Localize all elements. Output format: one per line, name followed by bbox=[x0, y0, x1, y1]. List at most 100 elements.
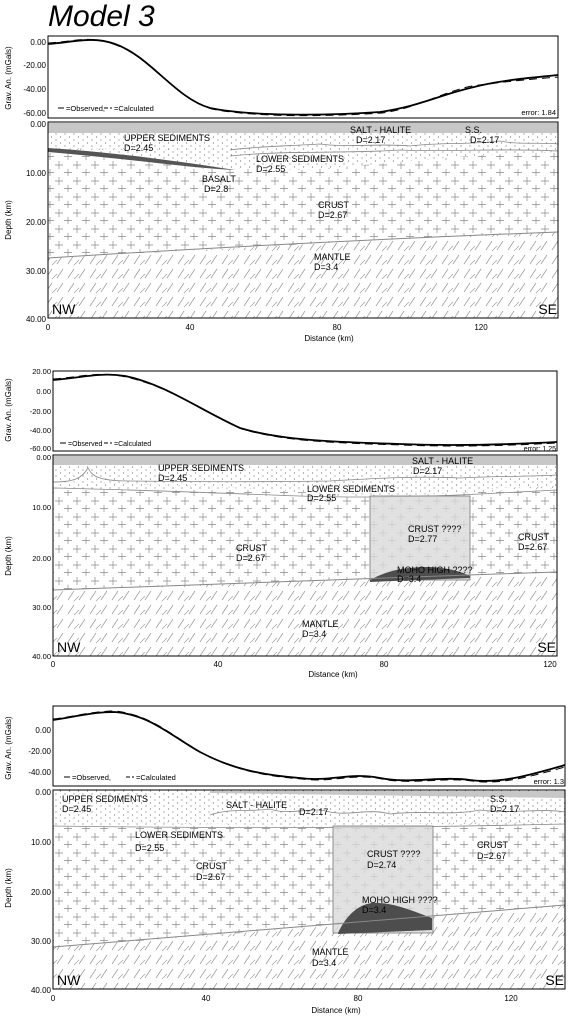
moho-line bbox=[47, 231, 559, 259]
grav-tick: -40.00 bbox=[23, 85, 46, 94]
depth-axis-label: Depth (km) bbox=[4, 200, 13, 240]
lower-sed-line bbox=[229, 149, 559, 157]
label-crust-anomaly-density: D=2.77 bbox=[408, 534, 437, 544]
label-mantle: MANTLE bbox=[312, 947, 349, 957]
label-basalt: BASALT bbox=[202, 174, 236, 184]
observed-curve bbox=[52, 373, 558, 446]
label-mantle-density: D=3.4 bbox=[314, 262, 338, 272]
label-crust-left-density: D=2.67 bbox=[236, 553, 265, 563]
label-crust-anomaly: CRUST ???? bbox=[408, 524, 461, 534]
grav-tick: -20.00 bbox=[23, 61, 46, 70]
depth-tick: 30.00 bbox=[32, 603, 51, 612]
label-crust-anomaly: CRUST ???? bbox=[367, 849, 420, 859]
label-salt: SALT - HALITE bbox=[226, 800, 287, 810]
grav-tick: 0.00 bbox=[35, 726, 51, 735]
depth-tick: 0.00 bbox=[30, 120, 46, 129]
calculated-curve bbox=[47, 38, 559, 117]
label-salt-density: D=2.17 bbox=[356, 135, 385, 145]
observed-curve bbox=[47, 39, 559, 116]
label-crust-left: CRUST bbox=[236, 543, 268, 553]
label-upper-sediments-density: D=2.45 bbox=[158, 473, 187, 483]
label-lower-sediments-density: D=2.55 bbox=[135, 843, 164, 853]
label-mantle: MANTLE bbox=[302, 619, 339, 629]
label-ss-density: D=2.17 bbox=[470, 135, 499, 145]
depth-tick: 20.00 bbox=[26, 218, 47, 227]
error-label: error: 1.84 bbox=[521, 108, 556, 117]
label-salt-density: D=2.17 bbox=[299, 807, 328, 817]
grav-tick: -60.00 bbox=[23, 109, 46, 118]
moho-high-body bbox=[338, 902, 432, 934]
se-label: SE bbox=[545, 972, 564, 988]
crust-anomaly-box bbox=[369, 495, 471, 581]
page-title: Model 3 bbox=[48, 0, 155, 33]
salt-base-line bbox=[52, 467, 558, 483]
error-label: error: 1.3 bbox=[534, 777, 564, 786]
depth-axis-label: Depth (km) bbox=[4, 536, 13, 576]
label-crust-left-density: D=2.67 bbox=[196, 872, 225, 882]
grav-axis-label: Grav. An. (mGals) bbox=[4, 46, 13, 110]
grav-tick: -40.00 bbox=[28, 768, 51, 777]
nw-label: NW bbox=[52, 301, 76, 317]
depth-tick: 40.00 bbox=[31, 986, 52, 995]
depth-axis-label: Depth (km) bbox=[4, 868, 13, 908]
panel-a: 0.00 -20.00 -40.00 -60.00 Grav. An. (mGa… bbox=[4, 35, 559, 343]
label-mantle-density: D=3.4 bbox=[302, 629, 326, 639]
label-lower-sediments-density: D=2.55 bbox=[256, 164, 285, 174]
label-lower-sediments: LOWER SEDIMENTS bbox=[256, 154, 344, 164]
label-moho-high-density: D=3.4 bbox=[362, 905, 386, 915]
label-mantle: MANTLE bbox=[314, 252, 351, 262]
label-moho-high: MOHO HIGH ???? bbox=[397, 565, 473, 575]
grav-tick: -40.00 bbox=[30, 426, 51, 435]
label-moho-high-density: D=3.4 bbox=[397, 574, 421, 584]
label-crust-anomaly-density: D=2.74 bbox=[367, 860, 396, 870]
basalt-body bbox=[48, 148, 235, 170]
observed-curve bbox=[52, 711, 566, 782]
label-lower-sediments-density: D=2.55 bbox=[307, 493, 336, 503]
depth-tick: 0.00 bbox=[36, 453, 51, 462]
distance-tick: 40 bbox=[214, 660, 223, 669]
depth-tick: 10.00 bbox=[31, 838, 52, 847]
legend-calculated: =Calculated bbox=[136, 773, 176, 782]
label-crust-right-density: D=2.67 bbox=[477, 851, 506, 861]
label-crust-right: CRUST bbox=[518, 532, 550, 542]
label-lower-sediments: LOWER SEDIMENTS bbox=[307, 484, 395, 494]
label-salt-density: D=2.17 bbox=[413, 466, 442, 476]
label-lower-sediments: LOWER SEDIMENTS bbox=[135, 830, 223, 840]
depth-tick: 10.00 bbox=[26, 169, 47, 178]
gravity-plot-c: 0.00 -20.00 -40.00 Grav. An. (mGals) =Ob… bbox=[4, 705, 566, 787]
label-salt: SALT - HALITE bbox=[412, 456, 473, 466]
crust-layer bbox=[53, 826, 565, 947]
distance-axis-label: Distance (km) bbox=[308, 670, 358, 679]
legend-observed: =Observed bbox=[68, 441, 103, 448]
upper-sediments-layer bbox=[53, 790, 565, 826]
depth-tick: 30.00 bbox=[26, 267, 47, 276]
grav-axis-label: Grav. An. (mGals) bbox=[4, 378, 13, 442]
grav-tick: 0.00 bbox=[30, 38, 46, 47]
lower-sediments-layer bbox=[53, 820, 565, 827]
calculated-curve bbox=[52, 710, 566, 783]
grav-tick: 0.00 bbox=[36, 387, 51, 396]
label-ss: S.S. bbox=[465, 125, 482, 135]
grav-tick: -20.00 bbox=[28, 747, 51, 756]
depth-tick: 10.00 bbox=[32, 503, 51, 512]
label-upper-sediments-density: D=2.45 bbox=[124, 143, 153, 153]
label-ss-density: D=2.17 bbox=[490, 804, 519, 814]
distance-axis-label: Distance (km) bbox=[311, 1006, 361, 1015]
distance-tick: 120 bbox=[543, 660, 557, 669]
label-upper-sediments: UPPER SEDIMENTS bbox=[62, 794, 148, 804]
depth-tick: 30.00 bbox=[31, 937, 52, 946]
label-upper-sediments-density: D=2.45 bbox=[62, 804, 91, 814]
distance-tick: 0 bbox=[46, 323, 51, 332]
grav-tick: 20.00 bbox=[32, 367, 51, 376]
grav-axis-label: Grav. An. (mGals) bbox=[4, 716, 13, 780]
label-salt: SALT - HALITE bbox=[350, 125, 411, 135]
depth-tick: 0.00 bbox=[35, 788, 51, 797]
moho-line bbox=[52, 571, 558, 591]
grav-tick: -20.00 bbox=[30, 407, 51, 416]
calculated-curve bbox=[52, 373, 558, 447]
crust-layer bbox=[48, 150, 558, 258]
label-basalt-density: D=2.8 bbox=[204, 184, 228, 194]
distance-tick: 40 bbox=[202, 994, 211, 1003]
legend-calculated: =Calculated bbox=[114, 104, 154, 113]
